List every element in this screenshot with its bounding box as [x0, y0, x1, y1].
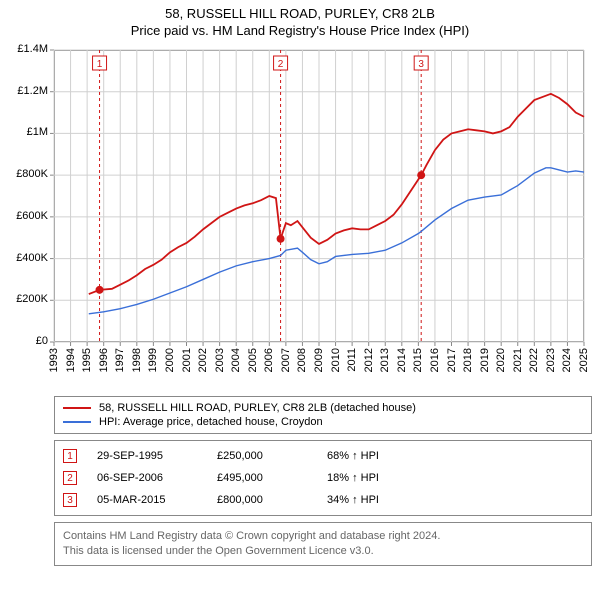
x-tick-label: 2000 — [164, 348, 176, 372]
y-tick-label: £1.2M — [8, 85, 48, 97]
event-date: 06-SEP-2006 — [97, 472, 197, 484]
attribution-line2: This data is licensed under the Open Gov… — [63, 544, 583, 559]
x-tick-label: 1994 — [65, 348, 77, 372]
x-tick-label: 1998 — [131, 348, 143, 372]
x-tick-label: 2009 — [313, 348, 325, 372]
x-tick-label: 2011 — [346, 348, 358, 372]
legend: 58, RUSSELL HILL ROAD, PURLEY, CR8 2LB (… — [54, 396, 592, 434]
svg-text:1: 1 — [97, 59, 103, 70]
legend-item: 58, RUSSELL HILL ROAD, PURLEY, CR8 2LB (… — [63, 401, 583, 415]
event-date: 05-MAR-2015 — [97, 494, 197, 506]
title-block: 58, RUSSELL HILL ROAD, PURLEY, CR8 2LB P… — [0, 0, 600, 38]
event-point — [96, 286, 104, 294]
x-tick-label: 2007 — [280, 348, 292, 372]
event-row: 1 29-SEP-1995 £250,000 68% ↑ HPI — [61, 445, 585, 467]
event-date: 29-SEP-1995 — [97, 450, 197, 462]
title-address: 58, RUSSELL HILL ROAD, PURLEY, CR8 2LB — [0, 6, 600, 21]
legend-label: HPI: Average price, detached house, Croy… — [99, 416, 323, 428]
figure: 58, RUSSELL HILL ROAD, PURLEY, CR8 2LB P… — [0, 0, 600, 566]
y-tick-label: £600K — [8, 210, 48, 222]
series-hpi — [89, 168, 584, 314]
x-tick-label: 2024 — [561, 348, 573, 372]
svg-text:2: 2 — [278, 59, 284, 70]
event-point — [417, 171, 425, 179]
x-tick-label: 2020 — [495, 348, 507, 372]
attribution: Contains HM Land Registry data © Crown c… — [54, 522, 592, 566]
x-tick-label: 2023 — [545, 348, 557, 372]
event-marker: 1 — [63, 449, 77, 463]
x-tick-label: 2019 — [479, 348, 491, 372]
event-row: 3 05-MAR-2015 £800,000 34% ↑ HPI — [61, 489, 585, 511]
x-tick-label: 2025 — [578, 348, 590, 372]
x-tick-label: 2017 — [446, 348, 458, 372]
x-tick-label: 1995 — [81, 348, 93, 372]
event-price: £800,000 — [217, 494, 307, 506]
x-tick-label: 2005 — [247, 348, 259, 372]
y-tick-label: £800K — [8, 168, 48, 180]
event-price: £495,000 — [217, 472, 307, 484]
y-tick-label: £400K — [8, 252, 48, 264]
x-tick-label: 2013 — [379, 348, 391, 372]
x-tick-label: 2008 — [296, 348, 308, 372]
x-tick-label: 1996 — [98, 348, 110, 372]
x-tick-label: 2006 — [263, 348, 275, 372]
x-tick-label: 2016 — [429, 348, 441, 372]
x-tick-label: 2021 — [512, 348, 524, 372]
x-tick-label: 2022 — [528, 348, 540, 372]
event-note: 34% ↑ HPI — [327, 494, 585, 506]
price-chart: 1 2 3 £0 £200K £400K £600K £800K £1M £1.2M £1.4M 19… — [8, 42, 592, 392]
x-tick-label: 2002 — [197, 348, 209, 372]
x-tick-label: 2004 — [230, 348, 242, 372]
events-table: 1 29-SEP-1995 £250,000 68% ↑ HPI 2 06-SEP-200… — [54, 440, 592, 516]
y-tick-label: £0 — [8, 335, 48, 347]
attribution-line1: Contains HM Land Registry data © Crown c… — [63, 529, 583, 544]
x-tick-label: 1999 — [147, 348, 159, 372]
x-tick-label: 2001 — [181, 348, 193, 372]
event-price: £250,000 — [217, 450, 307, 462]
event-marker: 3 — [63, 493, 77, 507]
x-tick-label: 2015 — [412, 348, 424, 372]
x-tick-label: 1997 — [114, 348, 126, 372]
title-subtitle: Price paid vs. HM Land Registry's House … — [0, 23, 600, 38]
y-tick-label: £1.4M — [8, 43, 48, 55]
x-tick-label: 2003 — [214, 348, 226, 372]
event-row: 2 06-SEP-2006 £495,000 18% ↑ HPI — [61, 467, 585, 489]
event-marker: 2 — [63, 471, 77, 485]
event-note: 68% ↑ HPI — [327, 450, 585, 462]
legend-swatch — [63, 421, 91, 423]
event-note: 18% ↑ HPI — [327, 472, 585, 484]
legend-swatch — [63, 407, 91, 409]
series-property — [89, 94, 584, 294]
svg-text:3: 3 — [418, 59, 424, 70]
x-tick-label: 2010 — [330, 348, 342, 372]
x-tick-label: 2012 — [363, 348, 375, 372]
legend-label: 58, RUSSELL HILL ROAD, PURLEY, CR8 2LB (… — [99, 402, 416, 414]
x-tick-label: 2018 — [462, 348, 474, 372]
x-tick-label: 2014 — [396, 348, 408, 372]
x-tick-label: 1993 — [48, 348, 60, 372]
legend-item: HPI: Average price, detached house, Croy… — [63, 415, 583, 429]
y-tick-label: £200K — [8, 293, 48, 305]
y-tick-label: £1M — [8, 126, 48, 138]
event-point — [277, 235, 285, 243]
